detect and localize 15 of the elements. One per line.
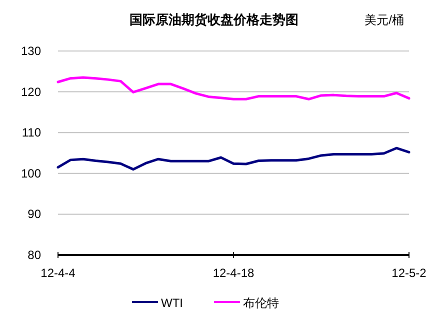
y-tick-label: 120	[20, 84, 42, 99]
y-tick-label: 110	[22, 126, 42, 140]
x-tick-label: 12-4-18	[212, 266, 254, 280]
x-tick-label: 12-5-2	[392, 266, 427, 280]
legend-label: WTI	[161, 296, 183, 310]
y-axis-title: 美元/桶	[364, 13, 404, 27]
x-tick-label: 12-4-4	[40, 266, 76, 280]
y-tick-label: 80	[28, 248, 42, 262]
y-tick-label: 90	[28, 207, 42, 222]
line-series	[56, 146, 410, 171]
legend-label: 布伦特	[243, 296, 279, 310]
y-tick-label: 100	[20, 166, 42, 180]
chart-title: 国际原油期货收盘价格走势图	[130, 12, 298, 27]
y-tick-label: 130	[20, 44, 42, 58]
line-series	[56, 76, 410, 100]
